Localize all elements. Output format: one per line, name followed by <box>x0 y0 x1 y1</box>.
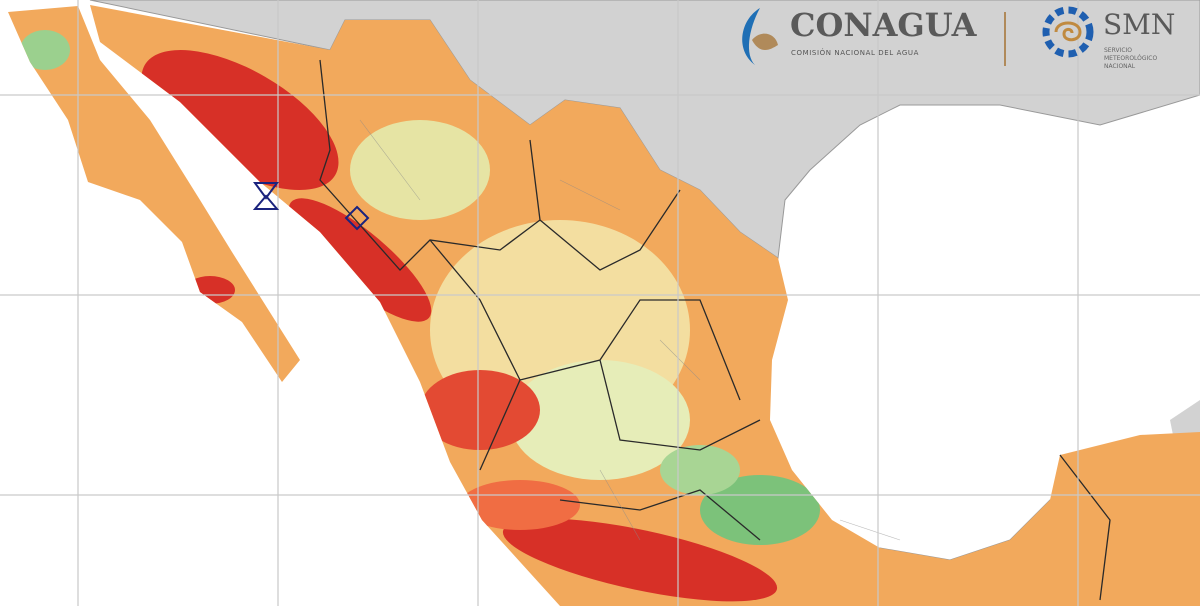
logo-gear <box>1042 6 1094 58</box>
station-markers <box>252 182 370 231</box>
logo-subtitle: SERVICIO <box>1104 47 1132 54</box>
field-blob <box>510 360 690 480</box>
field-blob <box>460 480 580 530</box>
field-blob <box>141 50 339 190</box>
logo-swirl <box>1054 21 1082 42</box>
field-blob <box>350 120 490 220</box>
logo-conagua: CONAGUA COMISIÓN NACIONAL DEL AGUA <box>742 6 1006 66</box>
state-borders <box>319 59 1111 601</box>
municipal-border <box>359 119 901 541</box>
field-blob <box>420 370 540 450</box>
logo-title: CONAGUA <box>790 6 978 44</box>
state-border <box>319 59 1111 601</box>
field-blob <box>502 518 778 602</box>
field-blob <box>288 198 432 322</box>
logo-subtitle: METEOROLÓGICO <box>1104 55 1157 62</box>
logo-smn: SMN SERVICIO METEOROLÓGICO NACIONAL <box>1042 6 1175 70</box>
logo-title: SMN <box>1103 8 1175 41</box>
logo-land <box>752 33 778 50</box>
field-blob <box>20 30 70 70</box>
logo-drop <box>742 8 760 65</box>
field-blob <box>660 445 740 495</box>
station-marker <box>252 182 280 210</box>
logo-subtitle: COMISIÓN NACIONAL DEL AGUA <box>791 48 919 57</box>
station-marker <box>344 205 370 231</box>
logo-subtitle: NACIONAL <box>1104 63 1136 70</box>
field-blob <box>700 475 820 545</box>
